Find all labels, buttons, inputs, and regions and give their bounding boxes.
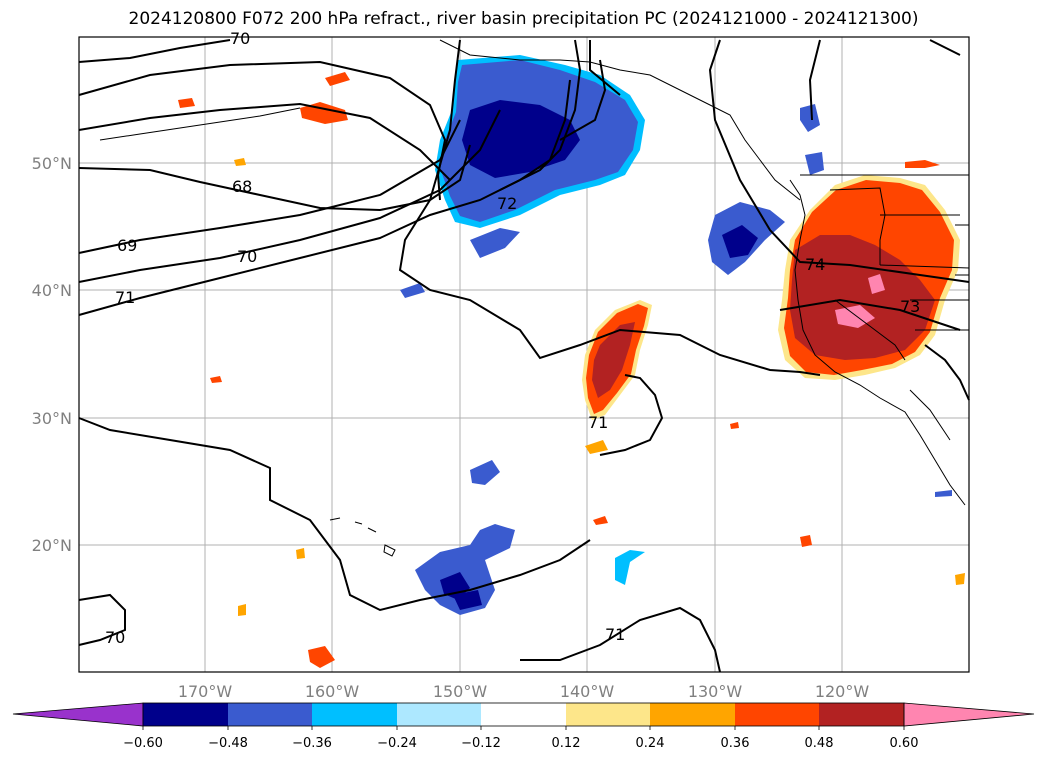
contour-label: 70 bbox=[237, 247, 257, 266]
colorbar-segment bbox=[143, 703, 228, 726]
lon-label: 120°W bbox=[815, 682, 870, 701]
contour-label: 70 bbox=[230, 29, 250, 48]
lon-label: 130°W bbox=[688, 682, 743, 701]
colorbar-segment bbox=[397, 703, 481, 726]
colorbar-tick-label: 0.60 bbox=[890, 736, 919, 751]
colorbar-tick-label: −0.12 bbox=[461, 736, 501, 751]
alaska-coast bbox=[439, 39, 801, 201]
lat-label: 30°N bbox=[32, 409, 72, 428]
contour-label: 71 bbox=[605, 625, 625, 644]
colorbar-segment bbox=[650, 703, 735, 726]
colorbar-segment bbox=[566, 703, 650, 726]
colorbar-segment bbox=[228, 703, 312, 726]
lat-label: 20°N bbox=[32, 536, 72, 555]
colorbar-tick-label: −0.60 bbox=[123, 736, 163, 751]
lon-label: 160°W bbox=[305, 682, 360, 701]
coastlines bbox=[99, 39, 970, 557]
red-core-west-us bbox=[790, 235, 935, 360]
contour-71-loop bbox=[599, 374, 664, 456]
contour-label: 74 bbox=[805, 255, 825, 274]
colorbar-tick-label: 0.36 bbox=[721, 736, 750, 751]
colorbar-tick-label: −0.24 bbox=[377, 736, 417, 751]
colorbar-tick-label: 0.48 bbox=[805, 736, 834, 751]
lat-label: 50°N bbox=[32, 154, 72, 173]
contour-label: 72 bbox=[497, 194, 517, 213]
blue-region-hawaii bbox=[415, 524, 515, 615]
colorbar-tick-label: 0.24 bbox=[636, 736, 665, 751]
positive-precip-regions bbox=[178, 72, 965, 668]
hawaii-islands bbox=[329, 517, 396, 557]
colorbar-segment bbox=[819, 703, 904, 726]
contour-label: 73 bbox=[900, 297, 920, 316]
lon-label: 170°W bbox=[178, 682, 233, 701]
colorbar-tick-label: −0.48 bbox=[208, 736, 248, 751]
contour-label: 71 bbox=[588, 413, 608, 432]
map-panel bbox=[78, 36, 970, 673]
lon-label: 150°W bbox=[433, 682, 488, 701]
colorbar-tick-label: 0.12 bbox=[552, 736, 581, 751]
longitude-labels: 170°W 160°W 150°W 140°W 130°W 120°W bbox=[178, 682, 870, 701]
negative-precip-regions bbox=[400, 55, 952, 615]
contour-label: 68 bbox=[232, 177, 252, 196]
north-america-west-coast bbox=[789, 179, 966, 506]
colorbar-tick-label: −0.36 bbox=[292, 736, 332, 751]
colorbar-segment bbox=[312, 703, 397, 726]
contour-label: 70 bbox=[105, 628, 125, 647]
colorbar-extend-high bbox=[903, 702, 1035, 727]
contour-labels: 70 68 72 69 70 71 74 73 71 70 71 bbox=[105, 29, 920, 647]
colorbar-extend-low bbox=[12, 702, 144, 727]
colorbar-segment bbox=[735, 703, 819, 726]
colorbar: −0.60 −0.48 −0.36 −0.24 −0.12 0.12 0.24 … bbox=[12, 702, 1035, 751]
map-title: 2024120800 F072 200 hPa refract., river … bbox=[128, 9, 919, 29]
red-core-subtropical bbox=[592, 322, 635, 398]
lon-label: 140°W bbox=[560, 682, 615, 701]
contour-label: 69 bbox=[117, 236, 137, 255]
contour-label: 71 bbox=[115, 288, 135, 307]
refractivity-contours bbox=[78, 39, 970, 673]
latitude-labels: 50°N 40°N 30°N 20°N bbox=[32, 154, 72, 555]
colorbar-segment bbox=[481, 703, 566, 726]
lat-label: 40°N bbox=[32, 281, 72, 300]
